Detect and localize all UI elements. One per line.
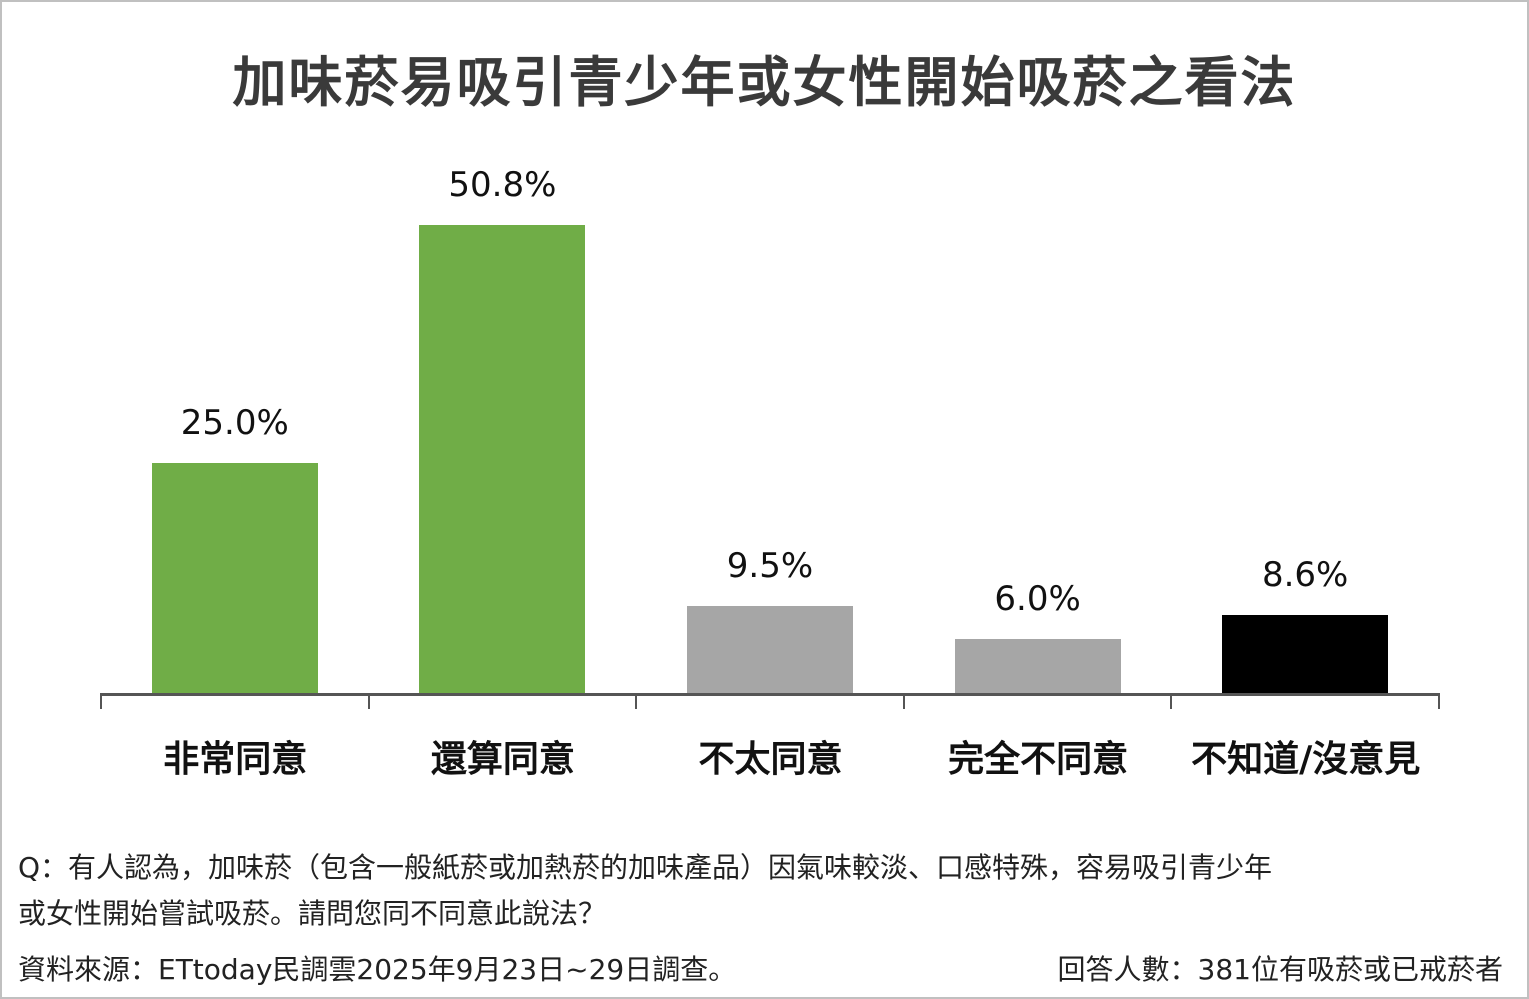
axis-tick	[367, 693, 370, 709]
category-label: 完全不同意	[948, 739, 1129, 780]
respondents-note: 回答人數：381位有吸菸或已戒菸者	[1057, 953, 1503, 986]
category-label: 還算同意	[430, 739, 575, 780]
bar-0	[151, 463, 318, 694]
axis-tick	[902, 693, 905, 709]
question-line-2: 或女性開始嘗試吸菸。請問您同不同意此說法？	[18, 897, 607, 930]
category-label: 不知道/沒意見	[1191, 739, 1421, 780]
category-label: 非常同意	[163, 739, 308, 780]
value-label: 8.6%	[1261, 555, 1349, 595]
value-label: 6.0%	[994, 579, 1081, 619]
axis-tick	[100, 693, 102, 709]
axis-tick	[1438, 693, 1440, 709]
x-axis	[100, 693, 1438, 696]
question-line-1: Q：有人認為，加味菸（包含一般紙菸或加熱菸的加味產品）因氣味較淡、口感特殊，容易…	[18, 851, 1273, 884]
source-note: 資料來源：ETtoday民調雲2025年9月23日~29日調查。	[18, 953, 737, 986]
category-label: 不太同意	[698, 739, 843, 780]
bar-1	[419, 225, 586, 694]
bar-2	[687, 606, 853, 694]
value-label: 50.8%	[448, 165, 557, 205]
axis-tick	[1170, 693, 1173, 709]
bar-4	[1222, 615, 1389, 694]
chart-title: 加味菸易吸引青少年或女性開始吸菸之看法	[232, 51, 1297, 114]
value-label: 9.5%	[726, 546, 814, 586]
value-label: 25.0%	[180, 403, 289, 443]
axis-tick	[635, 693, 638, 709]
bar-3	[954, 639, 1121, 694]
